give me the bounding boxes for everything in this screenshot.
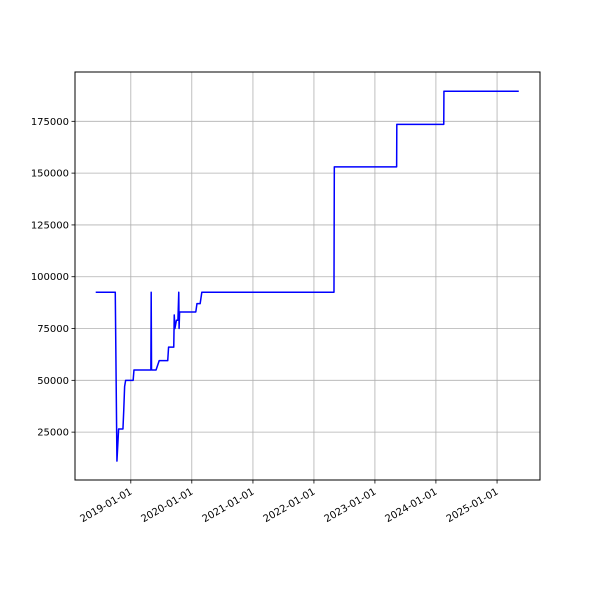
x-tick-label: 2020-01-01 <box>139 487 195 526</box>
x-tick-label: 2024-01-01 <box>384 487 440 526</box>
x-tick-label: 2019-01-01 <box>78 487 134 526</box>
y-tick-label: 25000 <box>37 428 69 439</box>
y-tick-label: 50000 <box>37 376 69 387</box>
line-series <box>95 90 519 462</box>
x-tick-label: 2025-01-01 <box>445 487 501 526</box>
y-tick-label: 100000 <box>31 272 69 283</box>
x-tick-label: 2022-01-01 <box>262 487 318 526</box>
x-tick-label: 2021-01-01 <box>201 487 257 526</box>
plot <box>95 90 519 462</box>
y-tick-label: 75000 <box>37 324 69 335</box>
y-tick-label: 150000 <box>31 169 69 180</box>
ticks: 25000 50000 75000 100000 125000 150000 175000 2… <box>31 117 501 525</box>
x-tick-label: 2023-01-01 <box>323 487 379 526</box>
axes-frame <box>74 71 541 481</box>
y-tick-label: 175000 <box>31 117 69 128</box>
grid <box>75 72 540 480</box>
y-tick-label: 125000 <box>31 220 69 231</box>
